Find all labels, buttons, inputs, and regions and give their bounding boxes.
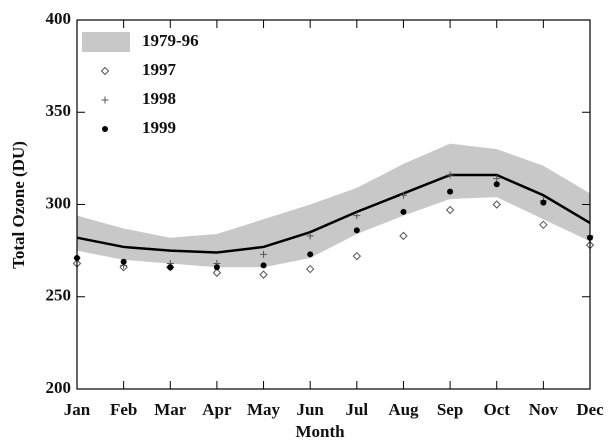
dot-marker bbox=[400, 208, 407, 215]
x-tick-label: Aug bbox=[388, 400, 419, 419]
x-axis-label: Month bbox=[295, 422, 345, 441]
dot-marker bbox=[102, 126, 108, 132]
diamond-marker bbox=[119, 263, 128, 272]
x-tick-label: Sep bbox=[437, 400, 463, 419]
legend-label: 1979-96 bbox=[142, 31, 199, 50]
y-tick-label: 350 bbox=[46, 101, 72, 120]
legend-swatch bbox=[82, 32, 130, 52]
y-tick-label: 400 bbox=[46, 9, 72, 28]
dot-marker bbox=[307, 251, 314, 258]
x-tick-label: Dec bbox=[576, 400, 604, 419]
dot-marker bbox=[260, 262, 267, 269]
dot-marker bbox=[213, 264, 220, 271]
x-tick-label: Jan bbox=[64, 400, 91, 419]
y-tick-label: 300 bbox=[46, 193, 72, 212]
mean-line bbox=[76, 173, 591, 254]
x-tick-label: Jul bbox=[345, 400, 368, 419]
diamond-marker bbox=[259, 270, 268, 279]
legend-label: 1998 bbox=[142, 89, 176, 108]
diamond-marker bbox=[399, 231, 408, 241]
dot-marker bbox=[353, 227, 360, 234]
y-tick-label: 200 bbox=[46, 378, 72, 397]
y-tick-label: 250 bbox=[46, 286, 72, 305]
plus-marker bbox=[353, 212, 361, 220]
plus-marker bbox=[101, 96, 109, 104]
diamond-marker bbox=[445, 205, 455, 215]
dot-marker bbox=[540, 199, 547, 206]
legend-label: 1999 bbox=[142, 118, 176, 137]
legend-label: 1997 bbox=[142, 60, 177, 79]
plus-marker bbox=[399, 191, 407, 199]
x-tick-label: Nov bbox=[529, 400, 559, 419]
plus-marker bbox=[260, 250, 268, 258]
diamond-marker bbox=[492, 200, 501, 209]
plus-marker bbox=[306, 232, 314, 240]
diamond-marker bbox=[212, 268, 222, 277]
x-tick-label: Feb bbox=[110, 400, 137, 419]
x-tick-label: Apr bbox=[202, 400, 232, 419]
plus-marker bbox=[446, 171, 454, 179]
diamond-marker bbox=[305, 264, 315, 274]
diamond-marker bbox=[100, 66, 110, 76]
y-axis-label: Total Ozone (DU) bbox=[9, 141, 28, 269]
x-tick-label: Mar bbox=[154, 400, 187, 419]
dot-marker bbox=[120, 258, 127, 265]
x-tick-label: Jun bbox=[296, 400, 324, 419]
plus-marker bbox=[493, 175, 501, 183]
dot-marker bbox=[493, 181, 500, 188]
diamond-marker bbox=[539, 220, 548, 230]
x-tick-label: Oct bbox=[484, 400, 511, 419]
dot-marker bbox=[447, 188, 454, 195]
diamond-marker bbox=[352, 251, 362, 261]
x-tick-label: May bbox=[247, 400, 281, 419]
dot-marker bbox=[167, 264, 174, 271]
